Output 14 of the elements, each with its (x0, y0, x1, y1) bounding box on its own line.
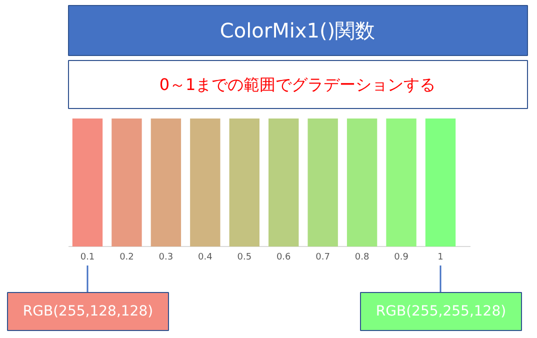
x-tick-label: 0.7 (316, 252, 330, 262)
x-tick-label: 0.3 (158, 252, 174, 262)
annotation: RGB(255,255,128) (376, 304, 506, 320)
x-tick-label: 0.6 (276, 252, 292, 262)
x-tick-label: 0.8 (354, 252, 370, 262)
x-tick-label: 0.1 (80, 252, 95, 262)
x-tick-label: 0.9 (394, 252, 409, 262)
chart-subtitle: 0～1までの範囲でグラデーションする (159, 75, 436, 94)
x-tick-label: 0.2 (120, 252, 134, 262)
x-tick-label: 0.5 (237, 252, 252, 262)
annotation: RGB(255,128,128) (22, 304, 154, 320)
chart-title: ColorMix1()関数 (220, 18, 376, 42)
x-tick-label: 1 (438, 252, 444, 262)
x-tick-label: 0.4 (198, 252, 213, 262)
